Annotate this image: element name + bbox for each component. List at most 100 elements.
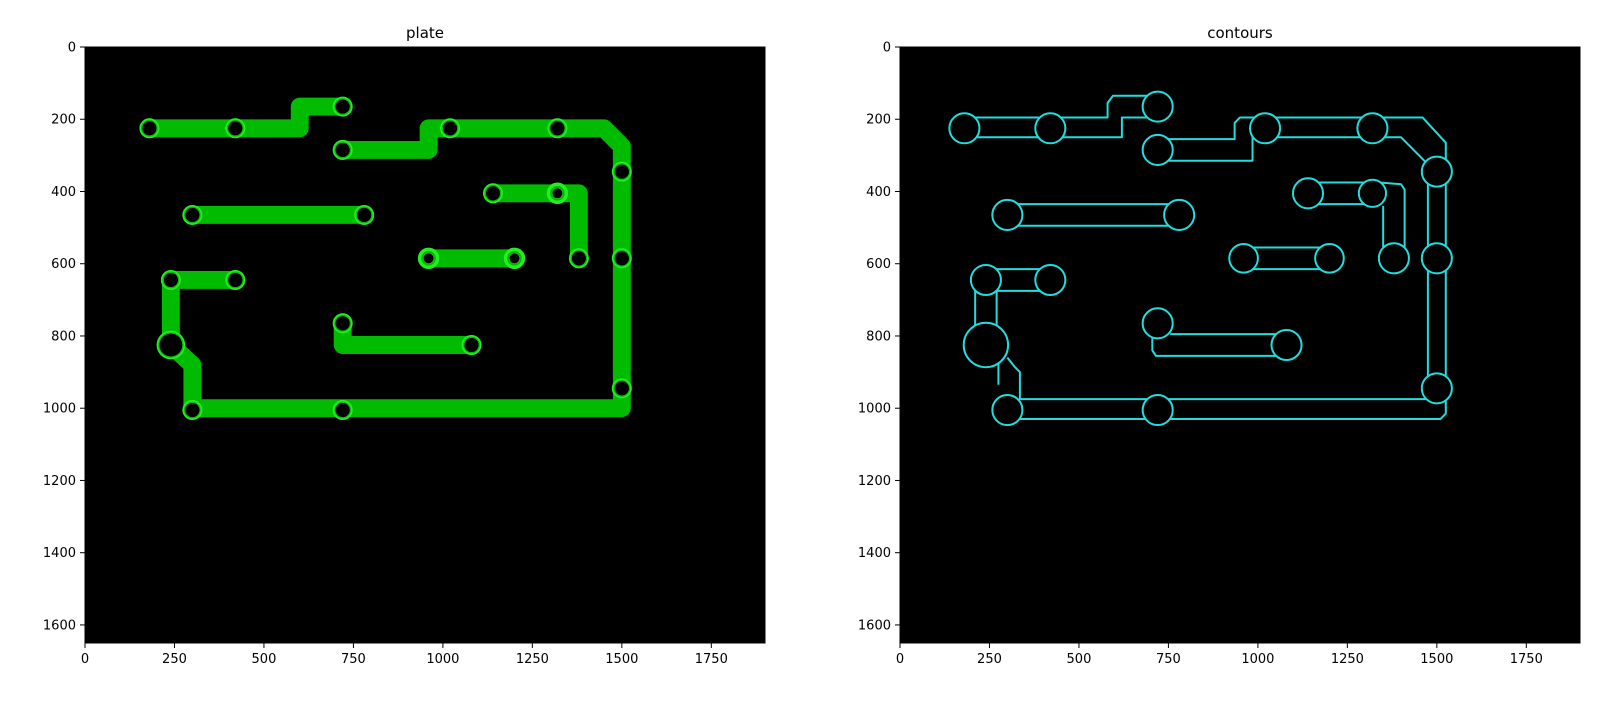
y-tick-label-7: 1400 <box>43 546 76 561</box>
contour-ring-3 <box>1141 133 1174 166</box>
pad-inner-ring-11 <box>421 251 436 266</box>
y-tick-label-5: 1000 <box>43 402 76 417</box>
plate-panel: 0 250 500 750 1000 1250 1500 1750 0 200 400 600 800 1… <box>43 24 766 667</box>
pad-13 <box>568 248 589 269</box>
contour-ring-1 <box>1034 112 1067 145</box>
x-tick-label-0: 0 <box>81 652 89 667</box>
x-tick-label-4: 1000 <box>1241 652 1274 667</box>
x-tick-label-6: 1500 <box>1420 652 1453 667</box>
x-tick-label-5: 1250 <box>1331 652 1364 667</box>
trace-3 <box>484 184 588 268</box>
pad-22 <box>332 399 353 421</box>
contour-ring-2 <box>1141 90 1174 123</box>
contour-ring-14 <box>1420 242 1453 275</box>
contour-ring-12 <box>1314 242 1345 274</box>
contour-ring-7 <box>991 198 1024 231</box>
pad-inner-ring-13 <box>570 250 588 267</box>
y-tick-label-7: 1400 <box>858 546 891 561</box>
pad-inner-ring-12 <box>507 251 522 266</box>
pad-2 <box>332 96 353 117</box>
y-tick-label-2: 400 <box>866 185 891 200</box>
contour-ring-19 <box>962 321 1010 369</box>
x-tick-label-5: 1250 <box>516 652 549 667</box>
pad-19 <box>156 330 186 360</box>
pad-inner-ring-19 <box>158 332 184 358</box>
contour-ring-13 <box>1377 242 1410 275</box>
contour-24 <box>1151 334 1280 357</box>
y-tick-label-6: 1200 <box>858 474 891 489</box>
contour-ring-0 <box>948 112 981 145</box>
y-tick-label-8: 1600 <box>43 618 76 633</box>
pad-inner-ring-5 <box>549 119 566 137</box>
y-tick-label-3: 600 <box>866 257 891 272</box>
axes-frame <box>899 46 1581 644</box>
y-tick-label-3: 600 <box>51 257 76 272</box>
contour-ring-21 <box>991 393 1024 427</box>
contour-ring-16 <box>1034 263 1067 297</box>
pad-17 <box>332 313 353 334</box>
pad-3 <box>332 139 353 160</box>
pad-4 <box>440 118 461 139</box>
pad-inner-ring-0 <box>141 119 158 137</box>
contour-7 <box>1014 395 1447 421</box>
pad-inner-ring-21 <box>184 401 201 419</box>
x-tick-label-2: 500 <box>1067 652 1092 667</box>
x-tick-label-3: 750 <box>1156 652 1181 667</box>
pad-20 <box>611 378 632 399</box>
pad-inner-ring-17 <box>334 315 351 332</box>
contour-ring-17 <box>1141 307 1174 340</box>
pad-inner-ring-4 <box>441 119 459 137</box>
contour-ring-18 <box>1270 328 1303 362</box>
y-tick-label-8: 1600 <box>858 618 891 633</box>
x-tick-label-3: 750 <box>341 652 366 667</box>
contours-title: contours <box>1207 24 1273 42</box>
pad-inner-ring-20 <box>613 380 631 397</box>
pad-18 <box>461 334 482 356</box>
plate-title: plate <box>406 24 444 42</box>
contour-ring-22 <box>1141 393 1174 427</box>
y-tick-label-0: 0 <box>883 41 891 56</box>
pad-inner-ring-9 <box>484 184 502 202</box>
pad-9 <box>482 183 504 204</box>
trace-0 <box>140 97 352 138</box>
contour-15 <box>1379 181 1406 250</box>
pad-15 <box>160 269 181 291</box>
contour-4 <box>1379 116 1447 165</box>
pad-inner-ring-6 <box>613 163 631 180</box>
pad-6 <box>611 161 632 182</box>
contour-ring-20 <box>1420 372 1453 405</box>
y-tick-label-5: 1000 <box>858 402 891 417</box>
x-tick-label-6: 1500 <box>605 652 638 667</box>
pad-21 <box>182 399 203 421</box>
trace-1 <box>161 119 631 418</box>
contour-ring-4 <box>1249 112 1282 145</box>
pad-inner-ring-18 <box>463 336 480 354</box>
pad-inner-ring-10 <box>550 185 565 201</box>
x-tick-label-4: 1000 <box>426 652 459 667</box>
pad-16 <box>225 269 246 291</box>
contour-ring-10 <box>1357 178 1388 208</box>
x-tick-label-0: 0 <box>896 652 904 667</box>
pad-inner-ring-3 <box>334 141 351 159</box>
pad-inner-ring-8 <box>355 206 373 224</box>
pad-inner-ring-2 <box>334 98 351 115</box>
x-tick-label-1: 250 <box>977 652 1002 667</box>
pad-7 <box>182 204 203 225</box>
contours-panel: 0 250 500 750 1000 1250 1500 1750 0 200 400 600 800 1… <box>858 24 1581 667</box>
y-tick-label-1: 200 <box>866 113 891 128</box>
y-tick-label-1: 200 <box>51 113 76 128</box>
pad-1 <box>225 118 246 139</box>
contour-ring-9 <box>1291 177 1325 210</box>
pad-14 <box>611 248 632 269</box>
pad-0 <box>139 118 160 139</box>
pad-inner-ring-1 <box>227 119 244 137</box>
y-tick-label-0: 0 <box>68 41 76 56</box>
contour-ring-5 <box>1356 112 1389 145</box>
y-tick-label-4: 800 <box>51 329 76 344</box>
x-tick-label-7: 1750 <box>695 652 728 667</box>
contour-ring-15 <box>969 263 1002 297</box>
contour-2 <box>1157 116 1258 141</box>
contour-ring-8 <box>1163 198 1196 231</box>
pad-inner-ring-15 <box>162 271 180 289</box>
